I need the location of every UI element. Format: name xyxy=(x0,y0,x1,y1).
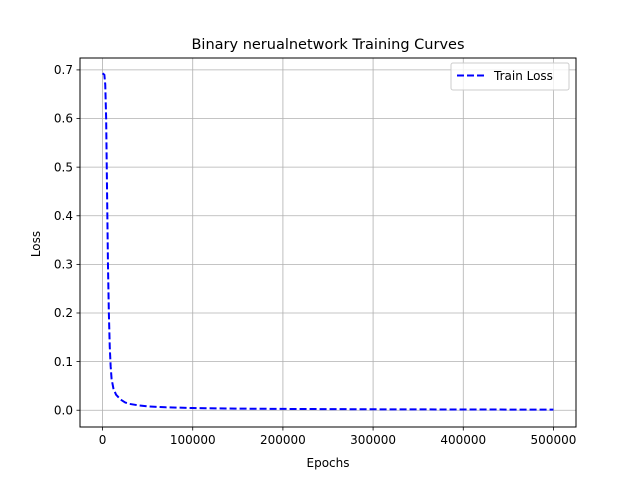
grid xyxy=(80,58,576,427)
legend-series-label: Train Loss xyxy=(493,69,553,83)
legend-box xyxy=(450,62,570,91)
chart-title: Binary nerualnetwork Training Curves xyxy=(191,37,464,53)
x-tick-label: 200000 xyxy=(260,433,306,447)
x-tick-label: 500000 xyxy=(531,433,577,447)
y-axis-ticks: 0.0 0.1 0.2 0.3 0.4 0.5 0.6 0.7 xyxy=(54,63,80,417)
x-tick-label: 100000 xyxy=(170,433,216,447)
y-tick-label: 0.0 xyxy=(54,403,73,417)
x-axis-ticks: 0 100000 200000 300000 400000 500000 xyxy=(99,427,577,447)
legend: Train Loss xyxy=(450,62,570,91)
series-line-train-loss xyxy=(101,72,554,411)
y-axis-label: Loss xyxy=(29,231,43,257)
y-tick-label: 0.3 xyxy=(54,258,73,272)
y-tick-label: 0.1 xyxy=(54,355,73,369)
y-tick-label: 0.7 xyxy=(54,63,73,77)
x-tick-label: 0 xyxy=(99,433,107,447)
y-tick-label: 0.4 xyxy=(54,209,73,223)
y-tick-label: 0.6 xyxy=(54,112,73,126)
y-tick-label: 0.2 xyxy=(54,306,73,320)
axes-frame xyxy=(79,57,577,428)
x-tick-label: 300000 xyxy=(350,433,396,447)
x-axis-label: Epochs xyxy=(307,456,350,470)
series-layer xyxy=(101,72,554,411)
x-tick-label: 400000 xyxy=(440,433,486,447)
y-tick-label: 0.5 xyxy=(54,160,73,174)
